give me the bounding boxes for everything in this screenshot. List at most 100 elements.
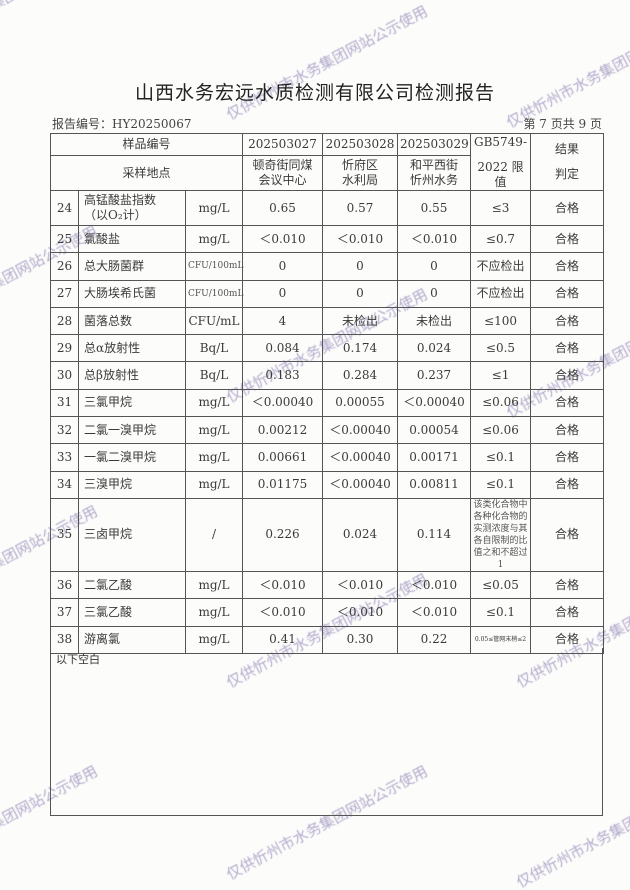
result: 合格	[530, 306, 604, 336]
limit: ≤0.7	[470, 224, 531, 254]
item-name: 二氯一溴甲烷	[78, 416, 186, 445]
row-number: 32	[50, 416, 79, 445]
item-name: 氯酸盐	[78, 224, 186, 254]
value-sample-2: ＜0.00040	[322, 443, 398, 472]
value-sample-2: ＜0.00040	[322, 416, 398, 445]
item-name: 总α放射性	[78, 334, 186, 363]
limit: ≤0.06	[470, 388, 531, 418]
value-sample-2: 0	[322, 252, 398, 281]
value-sample-2: 未检出	[322, 306, 398, 336]
site-line: 会议中心	[258, 173, 307, 187]
unit: /	[185, 497, 243, 572]
value-sample-2: ＜0.010	[322, 570, 398, 600]
value-sample-3: ＜0.010	[397, 224, 471, 254]
row-number: 31	[50, 388, 79, 418]
table-row: 34 三溴甲烷 mg/L 0.01175 ＜0.00040 0.00811 ≤0.1 合格	[50, 470, 604, 499]
result-header: 结果 判定	[530, 133, 604, 191]
result: 合格	[530, 470, 604, 499]
value-sample-3: 0.00171	[397, 443, 471, 472]
row-number: 34	[50, 470, 79, 499]
value-sample-1: 0.084	[242, 334, 323, 363]
value-sample-3: 0.00811	[397, 470, 471, 499]
value-sample-1: 0.226	[242, 497, 323, 572]
results-table: 样品编号 202503027 202503028 202503029 GB574…	[50, 133, 604, 654]
item-name: 二氯乙酸	[78, 570, 186, 600]
value-sample-3: 0.237	[397, 361, 471, 390]
table-row: 29 总α放射性 Bq/L 0.084 0.174 0.024 ≤0.5 合格	[50, 334, 604, 363]
unit: mg/L	[185, 598, 243, 627]
table-row: 30 总β放射性 Bq/L 0.183 0.284 0.237 ≤1 合格	[50, 361, 604, 390]
value-sample-3: 0.00054	[397, 416, 471, 445]
unit: CFU/mL	[185, 306, 243, 336]
result: 合格	[530, 598, 604, 627]
result: 合格	[530, 416, 604, 445]
value-sample-2: 0.57	[322, 190, 398, 226]
value-sample-3: 0	[397, 279, 471, 308]
limit: ≤3	[470, 190, 531, 226]
site-label: 采样地点	[50, 155, 243, 191]
row-number: 28	[50, 306, 79, 336]
result: 合格	[530, 279, 604, 308]
limit: ≤0.06	[470, 416, 531, 445]
value-sample-1: 0.01175	[242, 470, 323, 499]
report-number: 报告编号：HY20250067	[52, 117, 192, 131]
site-line: 和平西街	[409, 158, 458, 172]
unit: CFU/100mL	[185, 279, 243, 308]
table-row: 24 高锰酸盐指数 （以O₂计） mg/L 0.65 0.57 0.55 ≤3 合格	[50, 190, 604, 226]
footer-note: 以下空白	[56, 653, 100, 666]
unit: mg/L	[185, 443, 243, 472]
row-number: 27	[50, 279, 79, 308]
unit: mg/L	[185, 224, 243, 254]
row-number: 36	[50, 570, 79, 600]
sample-id: 202503028	[322, 133, 398, 156]
row-number: 24	[50, 190, 79, 226]
value-sample-1: 0	[242, 279, 323, 308]
value-sample-1: ＜0.00040	[242, 388, 323, 418]
item-name: 总大肠菌群	[78, 252, 186, 281]
table-row: 26 总大肠菌群 CFU/100mL 0 0 0 不应检出 合格	[50, 252, 604, 281]
table-row: 25 氯酸盐 mg/L ＜0.010 ＜0.010 ＜0.010 ≤0.7 合格	[50, 224, 604, 254]
limit-header-line1: GB5749-	[474, 134, 527, 149]
item-name: 总β放射性	[78, 361, 186, 390]
value-sample-3: ＜0.010	[397, 598, 471, 627]
table-row: 27 大肠埃希氏菌 CFU/100mL 0 0 0 不应检出 合格	[50, 279, 604, 308]
row-number: 33	[50, 443, 79, 472]
value-sample-3: 0.55	[397, 190, 471, 226]
unit: mg/L	[185, 570, 243, 600]
value-sample-1: ＜0.010	[242, 598, 323, 627]
limit: ≤0.05	[470, 570, 531, 600]
value-sample-2: 0.00055	[322, 388, 398, 418]
blank-area: 以下空白	[50, 648, 603, 816]
unit: CFU/100mL	[185, 252, 243, 281]
table-row: 35 三卤甲烷/0.226 0.024 0.114 该类化合物中各种化合物的实测浓度与其…	[50, 497, 604, 572]
value-sample-1: 0.183	[242, 361, 323, 390]
value-sample-3: 0	[397, 252, 471, 281]
unit: mg/L	[185, 388, 243, 418]
table-row: 32 二氯一溴甲烷 mg/L 0.00212 ＜0.00040 0.00054 ≤0.06 合…	[50, 416, 604, 445]
value-sample-2: ＜0.00040	[322, 470, 398, 499]
row-number: 37	[50, 598, 79, 627]
result: 合格	[530, 224, 604, 254]
row-number: 26	[50, 252, 79, 281]
limit: 该类化合物中各种化合物的实测浓度与其各自限制的比值之和不超过1	[470, 497, 531, 572]
result: 合格	[530, 497, 604, 572]
limit-header: GB5749- 2022 限值	[470, 133, 531, 191]
unit: mg/L	[185, 416, 243, 445]
sample-site: 和平西街 忻州水务	[397, 155, 471, 191]
result: 合格	[530, 334, 604, 363]
value-sample-2: 0.174	[322, 334, 398, 363]
result: 合格	[530, 570, 604, 600]
table-row: 33 一氯二溴甲烷 mg/L 0.00661 ＜0.00040 0.00171 ≤0.1 合格	[50, 443, 604, 472]
page-info: 第 7 页共 9 页	[523, 117, 602, 131]
value-sample-1: 0	[242, 252, 323, 281]
table-row: 28 菌落总数 CFU/mL 4 未检出 未检出 ≤100 合格	[50, 306, 604, 336]
result: 合格	[530, 388, 604, 418]
value-sample-2: 0.284	[322, 361, 398, 390]
limit-header-line2: 2022 限值	[477, 159, 524, 189]
limit: ≤0.1	[470, 598, 531, 627]
value-sample-1: 0.65	[242, 190, 323, 226]
sample-site: 顿奇街同煤 会议中心	[242, 155, 323, 191]
sample-id: 202503029	[397, 133, 471, 156]
site-line: 水利局	[341, 173, 378, 187]
limit: ≤0.5	[470, 334, 531, 363]
